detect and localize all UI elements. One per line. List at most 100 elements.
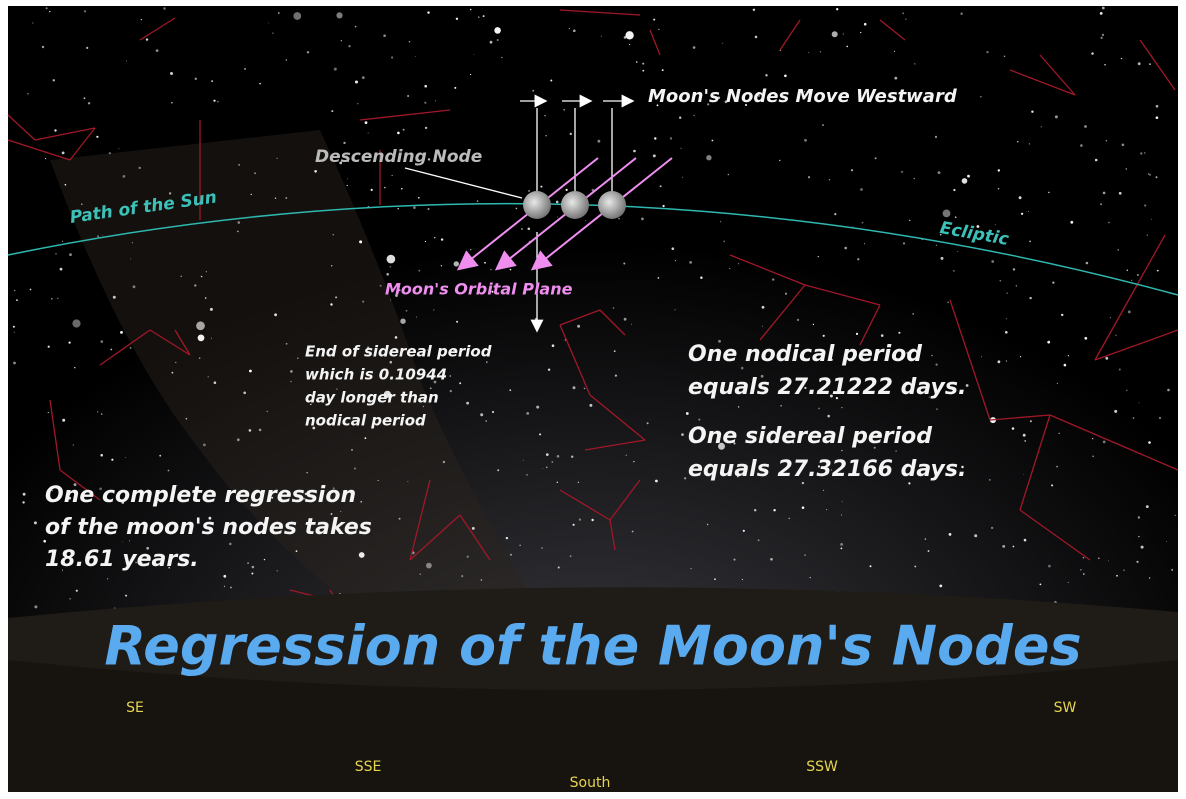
star xyxy=(371,189,373,191)
star xyxy=(1013,268,1015,270)
star xyxy=(841,548,843,550)
star xyxy=(1023,434,1026,437)
star xyxy=(1028,211,1029,212)
star xyxy=(1080,569,1082,571)
star xyxy=(631,324,632,325)
star xyxy=(186,418,188,420)
star xyxy=(1002,545,1005,548)
star xyxy=(1083,557,1085,559)
star xyxy=(76,590,78,592)
star xyxy=(903,242,905,244)
star xyxy=(1148,441,1151,444)
star xyxy=(413,206,416,209)
star xyxy=(69,342,71,344)
star xyxy=(1020,356,1021,357)
star xyxy=(1159,417,1161,419)
star xyxy=(528,228,531,231)
star xyxy=(264,559,265,560)
star xyxy=(1131,280,1132,281)
star xyxy=(1138,536,1139,537)
star xyxy=(1108,560,1109,561)
star xyxy=(101,413,103,415)
star xyxy=(528,190,530,192)
star xyxy=(425,127,427,129)
star xyxy=(734,559,736,561)
star xyxy=(686,412,689,415)
star xyxy=(88,102,90,104)
star xyxy=(477,200,478,201)
star xyxy=(670,137,672,139)
star xyxy=(1157,270,1159,272)
star xyxy=(613,307,615,309)
star xyxy=(428,208,430,210)
star xyxy=(360,501,362,503)
star xyxy=(1007,293,1008,294)
star xyxy=(168,470,170,472)
star xyxy=(34,605,37,608)
star xyxy=(307,51,309,53)
star xyxy=(722,43,723,44)
star xyxy=(224,586,225,587)
star xyxy=(1029,297,1031,299)
star xyxy=(510,554,512,556)
star xyxy=(368,133,369,134)
star xyxy=(584,388,586,390)
star xyxy=(107,578,108,579)
star xyxy=(478,17,479,18)
screen: Moon's Nodes Move Westward Descending No… xyxy=(0,0,1186,799)
star xyxy=(632,531,634,533)
star xyxy=(1041,126,1042,127)
star xyxy=(427,11,429,13)
star xyxy=(765,74,767,76)
star xyxy=(359,552,365,558)
star xyxy=(931,355,933,357)
star xyxy=(842,501,843,502)
star xyxy=(534,98,535,99)
star xyxy=(390,361,393,364)
star xyxy=(962,178,968,184)
star xyxy=(425,241,426,242)
star xyxy=(65,184,67,186)
star xyxy=(738,263,739,264)
star xyxy=(426,563,432,569)
star xyxy=(407,95,409,97)
star xyxy=(1098,558,1100,560)
star xyxy=(433,309,434,310)
star xyxy=(48,412,49,413)
star xyxy=(133,285,136,288)
star xyxy=(857,258,859,260)
star xyxy=(712,140,714,142)
star xyxy=(16,299,18,301)
star xyxy=(690,568,691,569)
descending-node-label: Descending Node xyxy=(315,147,482,167)
note-line: equals 27.21222 days. xyxy=(688,375,966,400)
star xyxy=(856,333,858,335)
star xyxy=(864,23,867,26)
star xyxy=(450,390,452,392)
star xyxy=(203,444,206,447)
star xyxy=(1092,438,1093,439)
star xyxy=(862,222,864,224)
star xyxy=(122,541,123,542)
star xyxy=(1024,440,1026,442)
star xyxy=(229,543,232,546)
star xyxy=(614,350,616,352)
star xyxy=(1100,203,1102,205)
star xyxy=(1138,62,1141,65)
star xyxy=(540,186,542,188)
star xyxy=(953,270,954,271)
star xyxy=(259,429,262,432)
star xyxy=(96,136,98,138)
star xyxy=(474,54,475,55)
star xyxy=(333,234,334,235)
star xyxy=(416,317,417,318)
star xyxy=(1021,213,1023,215)
star xyxy=(386,273,389,276)
star xyxy=(22,501,24,503)
star xyxy=(832,31,838,37)
star xyxy=(860,188,863,191)
star xyxy=(1105,357,1108,360)
star xyxy=(1086,262,1089,265)
star xyxy=(390,266,392,268)
star xyxy=(172,372,174,374)
